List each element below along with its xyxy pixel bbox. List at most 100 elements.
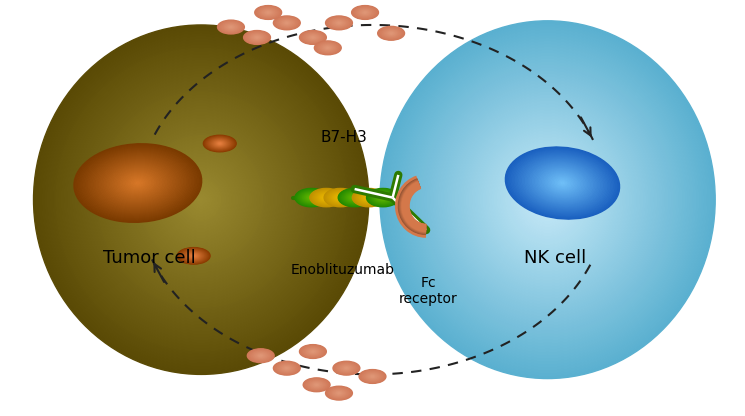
Ellipse shape: [278, 364, 296, 373]
Ellipse shape: [78, 72, 324, 328]
Ellipse shape: [374, 193, 392, 203]
Ellipse shape: [283, 366, 291, 370]
Ellipse shape: [191, 254, 197, 258]
Ellipse shape: [310, 381, 323, 388]
Ellipse shape: [533, 164, 592, 202]
Ellipse shape: [353, 6, 378, 19]
Ellipse shape: [256, 37, 258, 38]
Ellipse shape: [363, 194, 375, 201]
Ellipse shape: [364, 195, 372, 200]
Ellipse shape: [557, 179, 568, 187]
Ellipse shape: [218, 142, 222, 145]
Ellipse shape: [259, 8, 277, 17]
Ellipse shape: [330, 192, 351, 203]
Ellipse shape: [95, 89, 307, 310]
Ellipse shape: [326, 17, 352, 29]
Ellipse shape: [547, 173, 578, 193]
Ellipse shape: [112, 106, 291, 293]
Ellipse shape: [276, 17, 298, 29]
Ellipse shape: [323, 45, 332, 50]
Ellipse shape: [326, 189, 355, 206]
Ellipse shape: [276, 362, 298, 374]
Ellipse shape: [354, 7, 376, 18]
Ellipse shape: [104, 162, 171, 204]
Ellipse shape: [177, 248, 210, 264]
Ellipse shape: [514, 152, 611, 214]
Ellipse shape: [109, 104, 294, 296]
Ellipse shape: [321, 45, 335, 51]
Ellipse shape: [39, 31, 364, 369]
Ellipse shape: [282, 20, 291, 25]
Ellipse shape: [511, 151, 614, 215]
Ellipse shape: [332, 20, 346, 26]
Ellipse shape: [329, 191, 352, 204]
Ellipse shape: [247, 349, 274, 363]
Ellipse shape: [544, 171, 581, 195]
Ellipse shape: [262, 10, 273, 15]
Ellipse shape: [187, 253, 200, 259]
Ellipse shape: [545, 172, 580, 194]
Ellipse shape: [431, 74, 665, 325]
Ellipse shape: [373, 192, 393, 203]
Ellipse shape: [210, 139, 229, 149]
Ellipse shape: [367, 197, 370, 198]
Ellipse shape: [520, 156, 605, 210]
Ellipse shape: [342, 191, 367, 204]
Ellipse shape: [362, 371, 383, 381]
Ellipse shape: [387, 32, 395, 35]
Ellipse shape: [122, 173, 153, 193]
Ellipse shape: [300, 345, 325, 358]
Ellipse shape: [300, 31, 325, 44]
Ellipse shape: [382, 29, 400, 38]
Ellipse shape: [340, 365, 353, 371]
Ellipse shape: [364, 372, 381, 381]
Ellipse shape: [303, 193, 320, 202]
Ellipse shape: [304, 379, 329, 391]
Ellipse shape: [337, 363, 356, 373]
Ellipse shape: [368, 374, 377, 379]
Ellipse shape: [140, 136, 262, 264]
Ellipse shape: [350, 195, 359, 200]
Ellipse shape: [405, 47, 690, 352]
Ellipse shape: [484, 131, 612, 268]
Ellipse shape: [316, 192, 337, 203]
Ellipse shape: [255, 5, 282, 20]
Ellipse shape: [212, 140, 227, 147]
Ellipse shape: [337, 22, 341, 24]
Ellipse shape: [120, 115, 282, 284]
Ellipse shape: [363, 11, 367, 14]
Ellipse shape: [320, 194, 333, 201]
Ellipse shape: [212, 139, 228, 148]
Ellipse shape: [346, 193, 363, 202]
Ellipse shape: [218, 20, 244, 34]
Ellipse shape: [182, 250, 206, 262]
Ellipse shape: [357, 8, 372, 17]
Ellipse shape: [89, 83, 313, 316]
Ellipse shape: [302, 193, 320, 203]
Ellipse shape: [481, 128, 615, 271]
Ellipse shape: [220, 21, 242, 33]
Text: Enoblituzumab: Enoblituzumab: [291, 263, 395, 277]
Ellipse shape: [92, 86, 310, 313]
Ellipse shape: [193, 255, 194, 256]
Ellipse shape: [338, 22, 340, 23]
Ellipse shape: [305, 194, 317, 201]
Ellipse shape: [341, 190, 368, 205]
Ellipse shape: [92, 155, 184, 211]
Ellipse shape: [324, 188, 357, 207]
Ellipse shape: [209, 138, 230, 149]
Ellipse shape: [372, 192, 393, 203]
Ellipse shape: [82, 149, 194, 218]
Ellipse shape: [198, 197, 204, 203]
Ellipse shape: [279, 364, 294, 372]
Ellipse shape: [264, 11, 271, 14]
Ellipse shape: [310, 197, 313, 198]
Ellipse shape: [299, 191, 323, 204]
Ellipse shape: [93, 156, 183, 210]
Ellipse shape: [115, 169, 160, 197]
Ellipse shape: [382, 197, 384, 198]
Ellipse shape: [285, 368, 288, 369]
Ellipse shape: [205, 136, 235, 151]
Ellipse shape: [334, 390, 344, 396]
Ellipse shape: [329, 18, 349, 28]
